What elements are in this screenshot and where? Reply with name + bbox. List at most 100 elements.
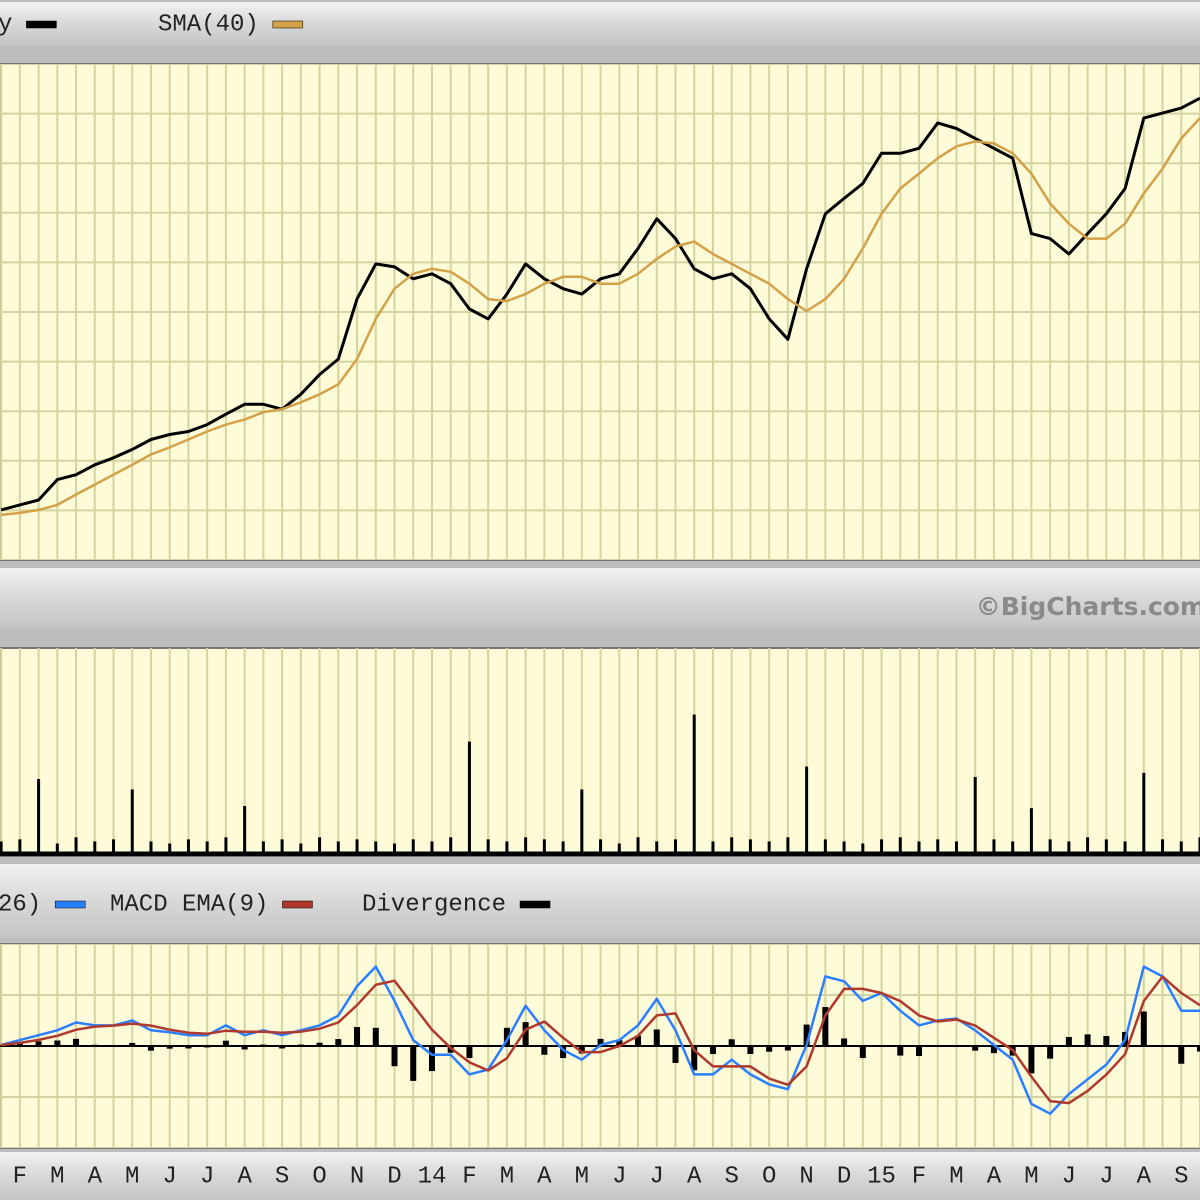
bar <box>730 837 734 856</box>
bar <box>861 843 865 856</box>
bar <box>37 779 41 856</box>
x-tick-label: A <box>237 1163 252 1190</box>
x-tick-label: N <box>350 1163 364 1190</box>
bar <box>1065 1037 1072 1046</box>
bar <box>542 839 546 856</box>
legend-swatch <box>54 900 86 909</box>
bar <box>186 839 190 856</box>
bar <box>655 841 659 856</box>
x-tick-label: M <box>575 1163 589 1190</box>
bar <box>336 841 340 856</box>
bar <box>616 1040 623 1046</box>
bar <box>149 841 153 856</box>
legend-swatch <box>26 20 57 29</box>
bar <box>485 1044 492 1046</box>
bar <box>112 839 116 856</box>
bar <box>354 1027 361 1046</box>
x-tick-label: M <box>50 1163 64 1190</box>
bar <box>1140 1011 1147 1046</box>
legend-band <box>0 864 1200 938</box>
bar <box>428 1046 435 1072</box>
x-tick-label: A <box>1137 1163 1152 1190</box>
bar <box>673 839 677 856</box>
bar <box>130 789 134 856</box>
x-tick-label: F <box>13 1163 27 1190</box>
bar <box>1084 1034 1091 1046</box>
bar <box>393 843 397 856</box>
x-tick-label: S <box>724 1163 738 1190</box>
axis-band <box>0 1152 1200 1200</box>
bar <box>747 1046 754 1054</box>
bar <box>560 1046 567 1059</box>
bar <box>91 1044 98 1046</box>
series-line <box>0 965 1200 1115</box>
bar <box>711 841 715 856</box>
bar <box>279 1046 286 1049</box>
bar <box>355 839 359 856</box>
x-tick-label: S <box>275 1163 289 1190</box>
bar <box>766 1046 773 1052</box>
bar <box>299 843 303 856</box>
legend-label: y <box>0 11 12 38</box>
x-tick-label: M <box>949 1163 963 1190</box>
bar <box>110 1045 117 1047</box>
bar <box>599 839 603 856</box>
bar <box>823 839 827 856</box>
bar <box>672 1046 679 1063</box>
plot <box>0 64 1200 560</box>
x-tick-label: J <box>612 1163 626 1190</box>
bar <box>205 841 209 856</box>
legend-label: SMA(40) <box>158 11 259 38</box>
bar <box>1103 1036 1110 1046</box>
copyright: ©BigCharts.com <box>976 592 1200 621</box>
bar <box>897 1046 904 1056</box>
bar <box>374 841 378 856</box>
series-line <box>0 96 1200 512</box>
bar <box>318 837 322 856</box>
x-tick-label: S <box>1174 1163 1188 1190</box>
bar <box>578 1046 585 1054</box>
bar <box>486 839 490 856</box>
bar <box>936 839 940 856</box>
bar <box>316 1042 323 1046</box>
bar <box>1104 839 1108 856</box>
x-tick-label: O <box>312 1163 326 1190</box>
legend-label: MACD EMA(9) <box>110 891 268 918</box>
bar <box>691 1046 698 1071</box>
bar <box>166 1046 173 1049</box>
bar <box>1178 1046 1185 1064</box>
bar <box>129 1042 136 1046</box>
bar <box>0 841 3 856</box>
bar <box>653 1029 660 1046</box>
bar <box>222 1040 229 1046</box>
x-tick-label: M <box>500 1163 514 1190</box>
bar <box>786 837 790 856</box>
bar <box>335 1039 342 1046</box>
bar <box>1011 841 1015 856</box>
bar <box>728 1039 735 1046</box>
bar <box>261 841 265 856</box>
bar <box>410 1046 417 1081</box>
bar <box>784 1046 791 1051</box>
legend-swatch <box>272 20 304 29</box>
bar <box>541 1046 548 1055</box>
bar <box>561 841 565 856</box>
bar <box>391 1046 398 1067</box>
bar <box>917 841 921 856</box>
bar <box>990 1046 997 1054</box>
bar <box>185 1046 192 1049</box>
bar <box>93 841 97 856</box>
legend-swatch <box>282 900 313 909</box>
bar <box>372 1027 379 1046</box>
bar <box>803 1024 810 1046</box>
bar <box>597 1038 604 1046</box>
bar <box>972 1046 979 1051</box>
x-tick-label: J <box>1099 1163 1113 1190</box>
bar <box>1029 808 1033 856</box>
x-tick-label: J <box>163 1163 177 1190</box>
bar <box>954 841 958 856</box>
x-tick-label: A <box>687 1163 702 1190</box>
series-line <box>0 117 1200 517</box>
